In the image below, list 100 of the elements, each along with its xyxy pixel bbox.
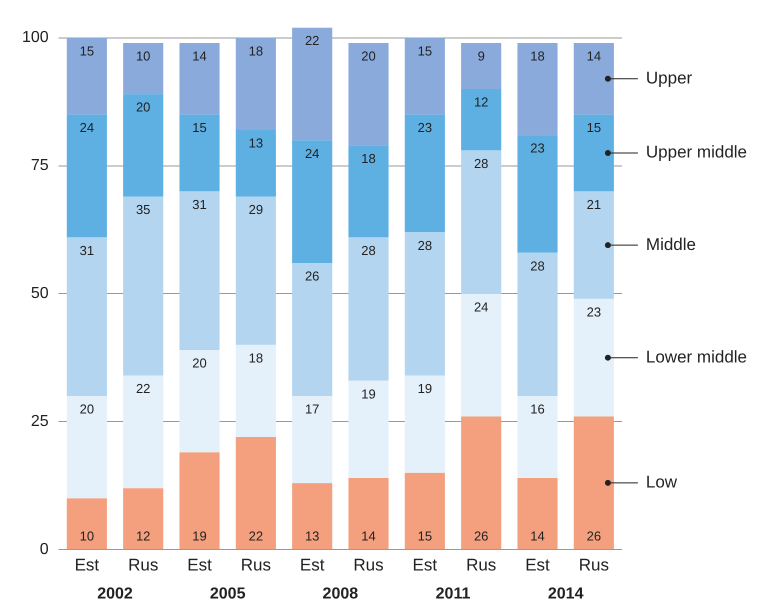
bar bbox=[404, 232, 445, 376]
bar bbox=[348, 145, 389, 238]
data-label: 28 bbox=[418, 238, 432, 253]
text: 2008 bbox=[322, 585, 358, 602]
x-tick-label: Rus bbox=[240, 555, 271, 574]
data-label: 18 bbox=[248, 43, 264, 58]
data-label: 13 bbox=[304, 528, 320, 544]
data-label: 13 bbox=[248, 136, 264, 151]
bar bbox=[461, 294, 502, 417]
bar bbox=[179, 452, 220, 550]
bar bbox=[517, 135, 558, 253]
bar bbox=[574, 191, 614, 299]
x-tick-label: Rus bbox=[128, 555, 158, 574]
series-label: Middle bbox=[646, 234, 696, 254]
data-label: 19 bbox=[192, 528, 207, 544]
bar bbox=[348, 478, 389, 550]
y-tick-label: 50 bbox=[30, 285, 49, 302]
data-label: 10 bbox=[80, 528, 94, 544]
x-tick-label: Est bbox=[74, 555, 100, 574]
bar bbox=[179, 350, 220, 452]
bar bbox=[236, 344, 276, 438]
bar bbox=[292, 140, 332, 264]
data-label: 22 bbox=[136, 381, 150, 396]
data-label: 10 bbox=[136, 48, 150, 64]
series-label: Lower middle bbox=[646, 347, 748, 366]
bar bbox=[574, 42, 614, 115]
data-label: 31 bbox=[192, 196, 207, 212]
data-label: 12 bbox=[474, 94, 488, 110]
bar bbox=[517, 252, 558, 396]
data-label: 26 bbox=[586, 528, 602, 544]
bar bbox=[123, 196, 164, 376]
data-label: 23 bbox=[418, 120, 432, 136]
bar bbox=[348, 42, 389, 146]
x-tick-label: Est bbox=[300, 555, 325, 574]
bar bbox=[461, 89, 502, 150]
bar bbox=[292, 263, 332, 396]
data-label: 22 bbox=[248, 528, 264, 544]
data-label: 28 bbox=[361, 243, 376, 258]
bar bbox=[517, 42, 558, 136]
data-label: 19 bbox=[361, 386, 376, 402]
data-label: 23 bbox=[586, 304, 602, 320]
y-tick-label: 25 bbox=[30, 413, 49, 430]
data-label: 15 bbox=[192, 120, 207, 136]
data-label: 15 bbox=[80, 43, 94, 58]
bar bbox=[179, 191, 220, 350]
bar bbox=[123, 376, 164, 488]
y-tick-label: 100 bbox=[22, 29, 49, 46]
bar bbox=[292, 396, 332, 484]
x-tick-label: Est bbox=[187, 555, 212, 574]
data-label: 24 bbox=[304, 146, 320, 161]
bar bbox=[236, 130, 276, 196]
bar bbox=[179, 42, 220, 115]
data-label: 9 bbox=[478, 48, 485, 64]
data-label: 28 bbox=[530, 258, 545, 274]
bar bbox=[292, 28, 332, 140]
y-tick-label: 75 bbox=[30, 157, 49, 174]
data-label: 24 bbox=[80, 120, 94, 136]
data-label: 35 bbox=[136, 202, 150, 218]
data-label: 26 bbox=[474, 528, 488, 544]
data-label: 31 bbox=[80, 243, 94, 258]
bar bbox=[236, 437, 276, 550]
data-label: 20 bbox=[192, 356, 207, 371]
data-label: 19 bbox=[418, 381, 432, 396]
x-tick-label: Est bbox=[525, 555, 550, 574]
series-label: Upper middle bbox=[646, 142, 748, 162]
data-label: 28 bbox=[474, 156, 488, 171]
y-tick-label: 0 bbox=[40, 541, 49, 558]
data-label: 15 bbox=[418, 528, 432, 544]
data-label: 14 bbox=[586, 48, 602, 64]
bar bbox=[461, 42, 502, 90]
data-label: 18 bbox=[530, 48, 545, 64]
bar bbox=[461, 150, 502, 294]
text: 2005 bbox=[210, 585, 246, 602]
bar bbox=[404, 38, 445, 115]
bar bbox=[348, 380, 389, 478]
bar bbox=[123, 42, 164, 94]
data-label: 20 bbox=[80, 402, 94, 417]
text: 2011 bbox=[436, 585, 470, 602]
data-label: 17 bbox=[304, 402, 320, 417]
text: 2014 bbox=[548, 585, 584, 602]
data-label: 16 bbox=[530, 402, 545, 417]
bar bbox=[66, 498, 107, 550]
bar bbox=[574, 114, 614, 192]
data-label: 14 bbox=[192, 48, 207, 64]
data-label: 14 bbox=[361, 528, 376, 544]
bar bbox=[66, 396, 107, 498]
x-tick-label: Rus bbox=[578, 555, 609, 574]
data-label: 20 bbox=[361, 48, 376, 64]
bar bbox=[123, 488, 164, 550]
x-tick-label: Rus bbox=[353, 555, 384, 574]
bar bbox=[404, 114, 445, 232]
series-label: Upper bbox=[646, 68, 693, 88]
data-label: 26 bbox=[304, 268, 320, 284]
data-label: 20 bbox=[136, 100, 150, 115]
bar bbox=[404, 376, 445, 473]
bar bbox=[517, 478, 558, 550]
data-label: 15 bbox=[418, 43, 432, 58]
bar bbox=[292, 483, 332, 550]
data-label: 18 bbox=[361, 150, 376, 166]
bar bbox=[123, 94, 164, 196]
